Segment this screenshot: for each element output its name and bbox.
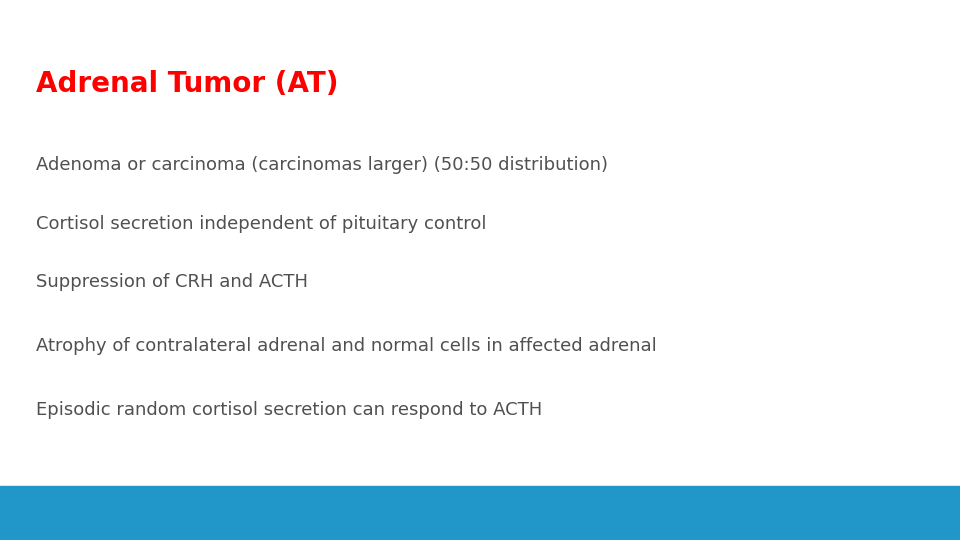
Bar <box>0 486 960 540</box>
Text: Cortisol secretion independent of pituitary control: Cortisol secretion independent of pituit… <box>36 215 487 233</box>
Text: Adrenal Tumor (AT): Adrenal Tumor (AT) <box>36 70 339 98</box>
Text: Atrophy of contralateral adrenal and normal cells in affected adrenal: Atrophy of contralateral adrenal and nor… <box>36 336 658 355</box>
Text: Suppression of CRH and ACTH: Suppression of CRH and ACTH <box>36 273 308 291</box>
Text: Adenoma or carcinoma (carcinomas larger) (50:50 distribution): Adenoma or carcinoma (carcinomas larger)… <box>36 156 609 174</box>
Text: Episodic random cortisol secretion can respond to ACTH: Episodic random cortisol secretion can r… <box>36 401 542 420</box>
